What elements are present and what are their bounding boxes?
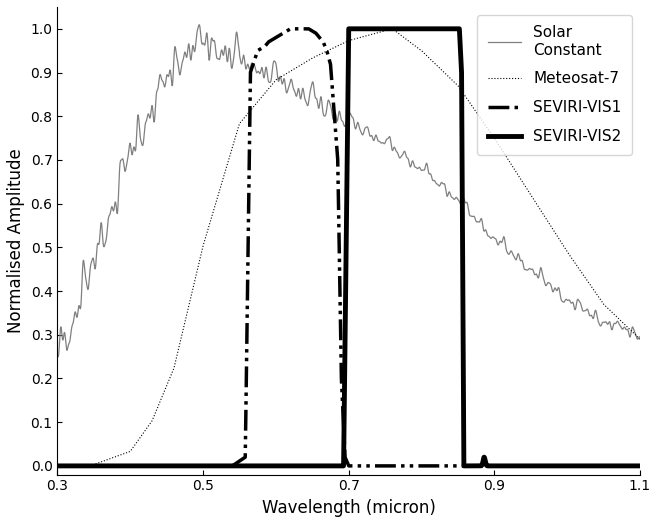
X-axis label: Wavelength (micron): Wavelength (micron) <box>262 499 436 517</box>
Legend: Solar
Constant, Meteosat-7, SEVIRI-VIS1, SEVIRI-VIS2: Solar Constant, Meteosat-7, SEVIRI-VIS1,… <box>477 15 632 155</box>
Y-axis label: Normalised Amplitude: Normalised Amplitude <box>7 148 25 333</box>
